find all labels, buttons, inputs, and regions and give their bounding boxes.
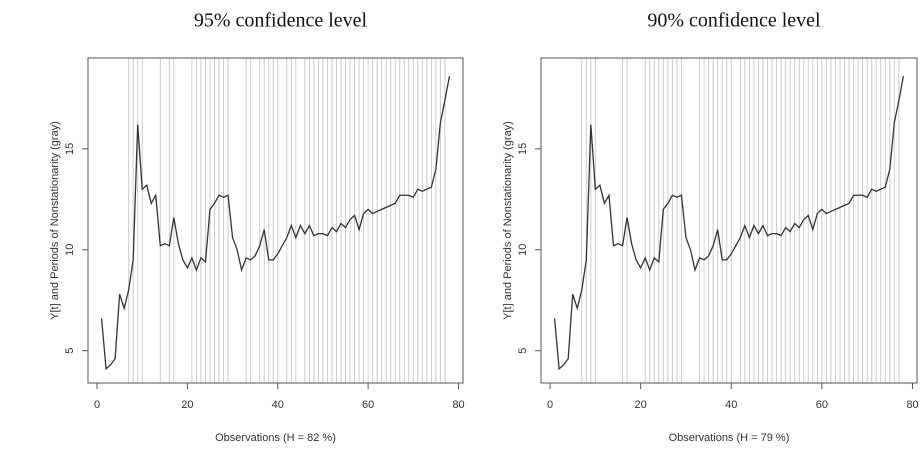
x-axis-label: Observations (H = 82 %) bbox=[215, 432, 336, 444]
series-line bbox=[553, 76, 905, 371]
y-axis-label: Y[t] and Periods of Nonstationarity (gra… bbox=[502, 121, 514, 320]
y-tick-label: 5 bbox=[64, 348, 76, 354]
x-tick-label: 80 bbox=[452, 399, 464, 411]
plot-frame bbox=[87, 57, 464, 384]
x-tick-label: 0 bbox=[547, 399, 553, 411]
x-tick-label: 80 bbox=[906, 399, 918, 411]
x-tick-label: 20 bbox=[181, 399, 193, 411]
y-tick-label: 15 bbox=[64, 143, 76, 155]
series-line bbox=[100, 76, 451, 371]
y-axis-label: Y[t] and Periods of Nonstationarity (gra… bbox=[49, 121, 61, 320]
x-tick-label: 0 bbox=[94, 399, 100, 411]
x-tick-label: 60 bbox=[816, 399, 828, 411]
x-tick-label: 20 bbox=[635, 399, 647, 411]
y-tick-label: 10 bbox=[64, 244, 76, 256]
chart-title: 95% confidence level bbox=[194, 10, 368, 32]
x-tick-label: 40 bbox=[725, 399, 737, 411]
y-tick-label: 10 bbox=[517, 244, 529, 256]
y-tick-label: 15 bbox=[517, 143, 529, 155]
x-tick-label: 60 bbox=[362, 399, 374, 411]
plot-frame bbox=[540, 57, 918, 384]
y-tick-label: 5 bbox=[517, 348, 529, 354]
x-tick-label: 40 bbox=[272, 399, 284, 411]
x-axis-label: Observations (H = 79 %) bbox=[669, 432, 790, 444]
chart-title: 90% confidence level bbox=[647, 10, 821, 32]
